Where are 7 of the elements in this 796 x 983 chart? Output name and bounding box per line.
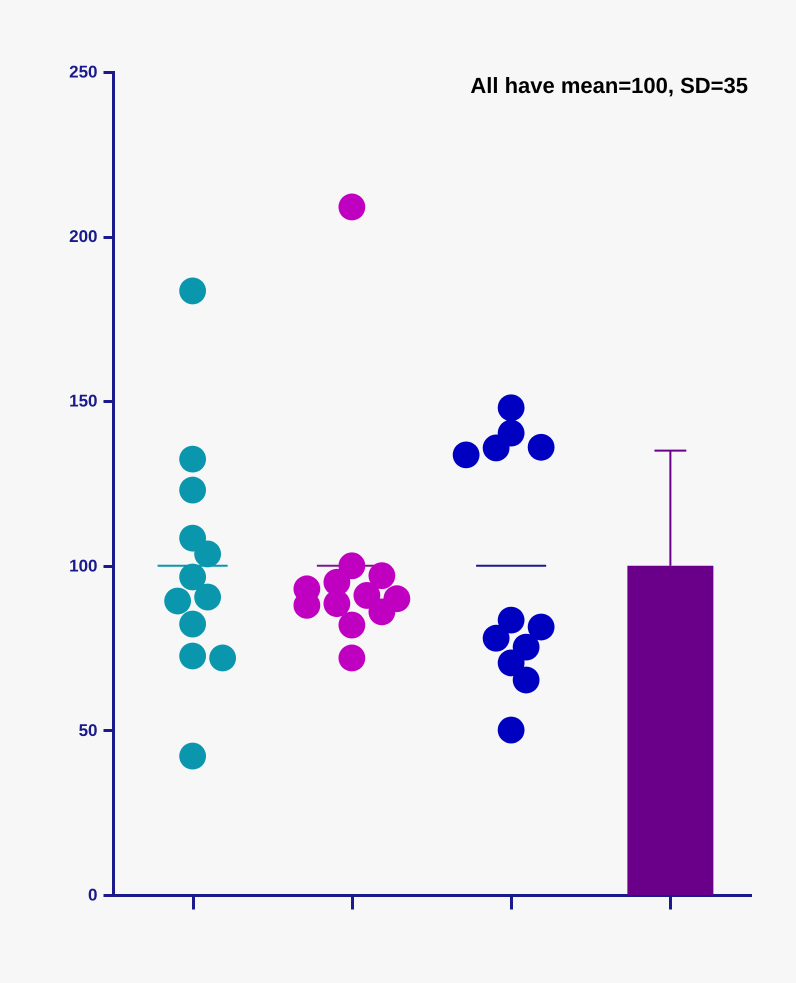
- y-tick-label: 100: [69, 556, 98, 576]
- y-tick-label: 250: [69, 62, 98, 82]
- y-tick-label: 0: [88, 886, 98, 904]
- chart-title: All have mean=100, SD=35: [470, 73, 748, 98]
- y-tick-label: 50: [78, 720, 98, 740]
- y-tick-label: 200: [69, 227, 98, 246]
- y-tick-label: 150: [69, 392, 98, 411]
